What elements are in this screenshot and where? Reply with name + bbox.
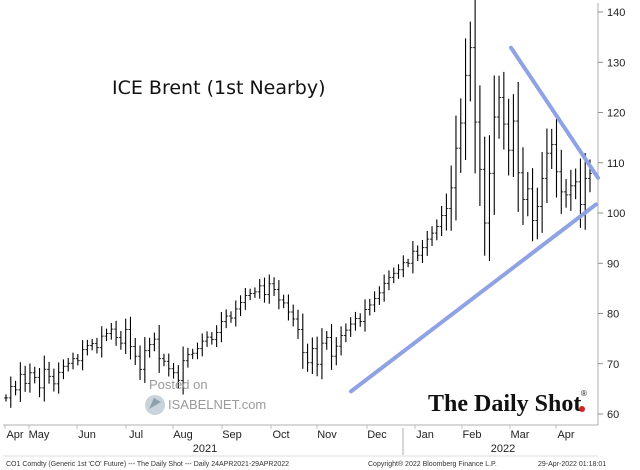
footer-source: CO1 Comdty (Generic 1st 'CO' Future) ---…	[6, 461, 289, 468]
trendline-upper	[509, 45, 600, 180]
footer-timestamp: 29-Apr-2022 01:18:01	[538, 461, 606, 468]
price-series	[4, 0, 592, 408]
x-tick-label: Feb	[463, 429, 482, 441]
y-tick-label: 130	[607, 57, 625, 69]
chart-title: ICE Brent (1st Nearby)	[112, 77, 326, 99]
x-tick-label: Apr	[557, 429, 574, 441]
x-tick-label: Dec	[367, 429, 387, 441]
y-tick-label: 100	[607, 208, 625, 220]
y-tick-label: 90	[607, 258, 619, 270]
x-tick-label: Jul	[129, 429, 143, 441]
x-tick-label: Nov	[317, 429, 337, 441]
brand-dot-icon	[579, 406, 585, 412]
brand-name: The Daily Shot	[428, 391, 581, 417]
x-tick-label: Jun	[78, 429, 96, 441]
trendline-lower	[349, 202, 598, 394]
x-tick-label: May	[29, 429, 50, 441]
y-tick-label: 120	[607, 108, 625, 120]
y-axis: 60 70 80 90 100 110 120 130 140	[598, 7, 625, 421]
x-tick-label: Apr	[6, 429, 23, 441]
footer-copyright: Copyright® 2022 Bloomberg Finance L.P.	[368, 460, 497, 468]
x-tick-label: Sep	[222, 429, 242, 441]
x-tick-label: Jan	[416, 429, 434, 441]
watermark-site: ISABELNET.com	[168, 397, 266, 412]
y-tick-label: 110	[607, 158, 625, 170]
y-tick-label: 80	[607, 309, 619, 321]
year-label-2022: 2022	[491, 443, 515, 455]
trendlines	[349, 45, 600, 394]
x-axis: Apr May Jun Jul Aug Sep Oct Nov Dec Jan Feb Mar Apr	[4, 425, 575, 441]
watermark-posted-on: Posted on	[149, 377, 208, 392]
x-tick-label: Aug	[173, 429, 193, 441]
year-label-2021: 2021	[193, 443, 217, 455]
y-tick-label: 140	[607, 7, 625, 19]
y-tick-label: 60	[607, 409, 619, 421]
y-tick-label: 70	[607, 359, 619, 371]
isabelnet-logo-icon	[145, 395, 165, 415]
x-tick-label: Mar	[511, 429, 530, 441]
x-tick-label: Oct	[272, 429, 289, 441]
brand-registered-mark: ®	[581, 389, 587, 398]
